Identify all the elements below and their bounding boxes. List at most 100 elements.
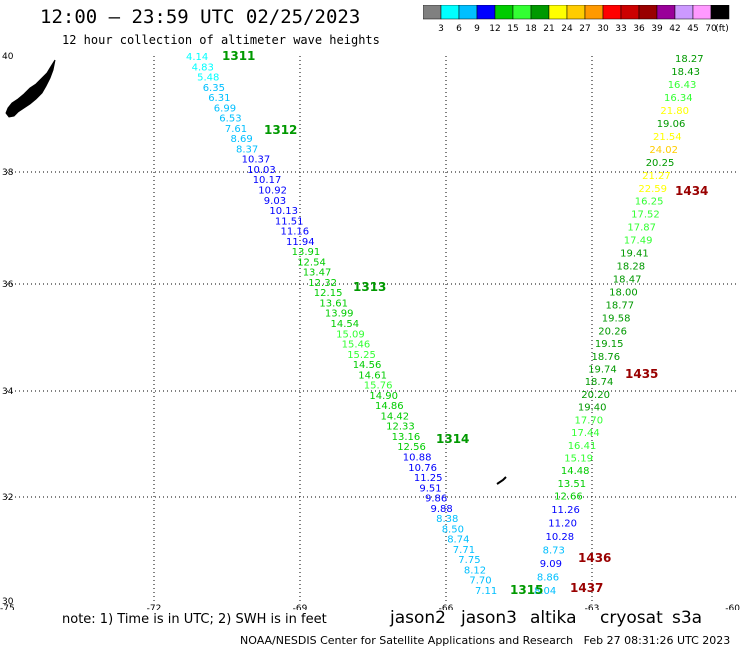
track-b-value: 16.25 <box>635 197 664 208</box>
track-b-value: 18.43 <box>671 67 700 78</box>
track-a-value: 4.83 <box>192 62 214 73</box>
track-a-value: 5.48 <box>197 73 219 84</box>
track-a-value: 6.53 <box>219 114 241 125</box>
track-b-value: 19.40 <box>578 403 607 414</box>
track-b-value: 19.58 <box>602 314 631 325</box>
track-a-value: 13.16 <box>392 432 421 443</box>
track-b-value: 20.20 <box>581 390 610 401</box>
track-b-value: 18.00 <box>609 288 638 299</box>
color-scale-label: 12 <box>489 24 500 34</box>
track-a-value: 7.61 <box>225 124 247 135</box>
track-a-value: 11.16 <box>281 227 310 238</box>
coastline <box>5 59 507 485</box>
color-scale-label: 15 <box>507 24 518 34</box>
track-a-value: 8.12 <box>464 566 486 577</box>
color-scale-label: 36 <box>633 24 645 34</box>
track-a-value: 14.90 <box>369 391 398 402</box>
credit-timestamp: Feb 27 08:31:26 UTC 2023 <box>583 634 731 647</box>
track-a-value: 14.42 <box>381 411 410 422</box>
track-a-value: 13.61 <box>319 299 348 310</box>
track-a-value: 7.70 <box>469 576 491 587</box>
track-b-value: 22.59 <box>638 184 667 195</box>
track-a-value: 12.33 <box>386 422 415 433</box>
track-b-value: 24.02 <box>649 145 678 156</box>
pass-label-1315: 1315 <box>510 583 543 597</box>
track-b-value: 18.27 <box>675 54 704 65</box>
track-a-value: 7.11 <box>475 586 497 597</box>
track-a-value: 15.09 <box>336 329 365 340</box>
color-scale-unit: (ft) <box>715 24 729 34</box>
track-b-value: 17.49 <box>624 236 653 247</box>
track-a-value: 9.88 <box>431 504 453 515</box>
units-note: note: 1) Time is in UTC; 2) SWH is in fe… <box>62 612 327 627</box>
pass-label-1437: 1437 <box>570 581 603 595</box>
pass-label-1314: 1314 <box>436 432 469 446</box>
longitude-tick: -63 <box>585 604 600 610</box>
footer-credit: NOAA/NESDIS Center for Satellite Applica… <box>240 634 730 647</box>
color-scale-label: 21 <box>543 24 554 34</box>
track-b-value: 14.48 <box>561 466 590 477</box>
track-a-value: 9.86 <box>425 494 447 505</box>
longitude-tick: -72 <box>147 604 162 610</box>
track-b-value: 9.09 <box>540 559 562 570</box>
track-b-value: 20.26 <box>598 326 627 337</box>
track-a-value: 11.94 <box>286 237 315 248</box>
track-b-value: 19.15 <box>595 339 624 350</box>
track-a-value: 13.99 <box>325 309 354 320</box>
pass-label-1313: 1313 <box>353 280 386 294</box>
track-b-value: 18.47 <box>613 275 642 286</box>
map-subtitle: 12 hour collection of altimeter wave hei… <box>62 33 380 47</box>
track-a-value: 15.25 <box>347 350 376 361</box>
wave-height-map: -75 -72 -69 -66 -63 -60 40 38 36 34 32 30 4.144.835… <box>0 49 740 610</box>
track-a-value: 13.47 <box>303 268 332 279</box>
longitude-tick: -60 <box>725 604 740 610</box>
credit-text: NOAA/NESDIS Center for Satellite Applica… <box>240 634 574 647</box>
track-b-value: 18.74 <box>585 377 614 388</box>
longitude-tick: -69 <box>293 604 308 610</box>
track-a-value: 11.25 <box>414 473 443 484</box>
color-scale-label: 70 <box>705 24 717 34</box>
track-a-value: 8.50 <box>442 524 464 535</box>
pass-label-1311: 1311 <box>222 49 255 63</box>
color-scale-bar: 3 6 9 12 15 18 21 24 27 30 33 36 39 42 45 70(ft) <box>423 5 730 34</box>
track-a-value: 6.35 <box>203 83 225 94</box>
lat-lon-grid <box>7 56 738 601</box>
track-b-value: 18.76 <box>592 352 621 363</box>
track-b-value: 17.52 <box>631 210 660 221</box>
track-b-value: 16.43 <box>668 80 697 91</box>
legend-jason3: jason3 <box>461 608 517 628</box>
track-a-value: 10.13 <box>269 206 298 217</box>
track-a-value: 13.91 <box>292 247 321 258</box>
track-b-value: 10.28 <box>546 532 575 543</box>
latitude-tick: 32 <box>2 493 13 503</box>
track-b-value: 16.41 <box>568 441 597 452</box>
color-scale-label: 27 <box>579 24 590 34</box>
longitude-tick: -75 <box>0 604 15 610</box>
color-swatch <box>710 5 730 20</box>
track-a-value: 11.51 <box>275 216 304 227</box>
track-b-value: 17.70 <box>575 415 604 426</box>
latitude-tick: 30 <box>2 597 14 607</box>
color-scale-label: 42 <box>669 24 680 34</box>
track-a-value: 10.92 <box>258 186 287 197</box>
latitude-tick: 36 <box>2 280 14 290</box>
color-scale-label: 39 <box>651 24 663 34</box>
track-a-value: 10.37 <box>242 155 271 166</box>
color-scale-label: 3 <box>438 24 444 34</box>
color-scale-label: 30 <box>597 24 609 34</box>
track-a-value: 8.38 <box>436 514 458 525</box>
track-b-value: 15.19 <box>564 454 593 465</box>
track-a-value: 14.61 <box>358 370 387 381</box>
track-a-value: 6.99 <box>214 103 236 114</box>
track-a-value: 14.86 <box>375 401 404 412</box>
track-a-value: 7.75 <box>458 555 480 566</box>
track-a-value: 10.17 <box>253 175 282 186</box>
track-b-value: 16.34 <box>664 93 693 104</box>
track-b-value: 21.80 <box>660 106 689 117</box>
latitude-tick: 38 <box>2 168 14 178</box>
pass-label-1312: 1312 <box>264 123 297 137</box>
track-b-value: 8.04 <box>534 586 556 597</box>
track-a-value: 8.74 <box>447 535 469 546</box>
track-b-value: 21.54 <box>653 132 682 143</box>
pass-label-1434: 1434 <box>675 184 708 198</box>
